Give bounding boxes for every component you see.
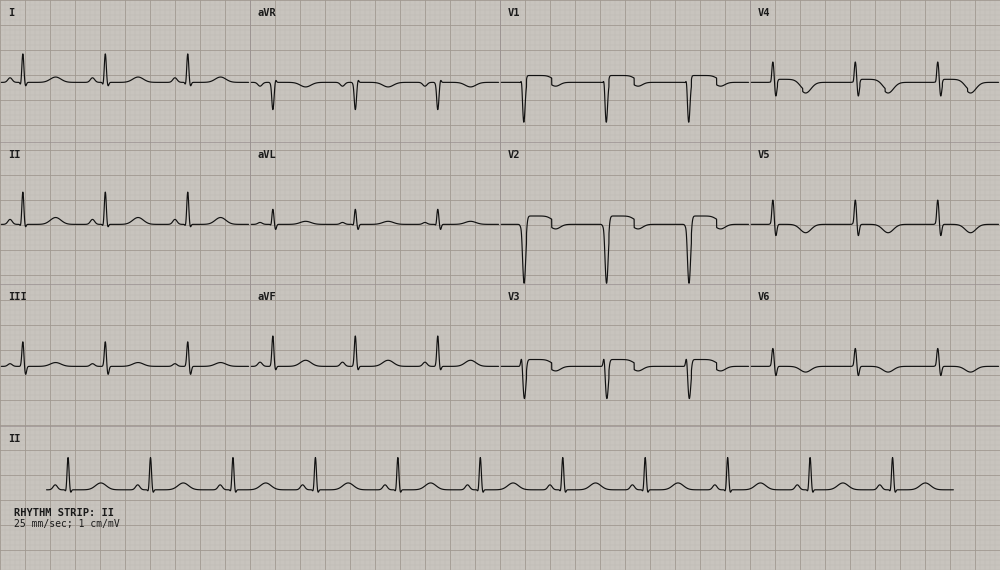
Text: aVL: aVL bbox=[258, 150, 277, 160]
Text: II: II bbox=[8, 150, 20, 160]
Text: II: II bbox=[8, 434, 20, 444]
Text: V2: V2 bbox=[508, 150, 520, 160]
Text: V1: V1 bbox=[508, 8, 520, 18]
Text: RHYTHM STRIP: II: RHYTHM STRIP: II bbox=[14, 508, 114, 518]
Text: V5: V5 bbox=[758, 150, 770, 160]
Text: 25 mm/sec; 1 cm/mV: 25 mm/sec; 1 cm/mV bbox=[14, 519, 120, 529]
Text: V4: V4 bbox=[758, 8, 770, 18]
Text: V3: V3 bbox=[508, 292, 520, 302]
Text: aVR: aVR bbox=[258, 8, 277, 18]
Text: aVF: aVF bbox=[258, 292, 277, 302]
Text: III: III bbox=[8, 292, 27, 302]
Text: V6: V6 bbox=[758, 292, 770, 302]
Text: I: I bbox=[8, 8, 14, 18]
